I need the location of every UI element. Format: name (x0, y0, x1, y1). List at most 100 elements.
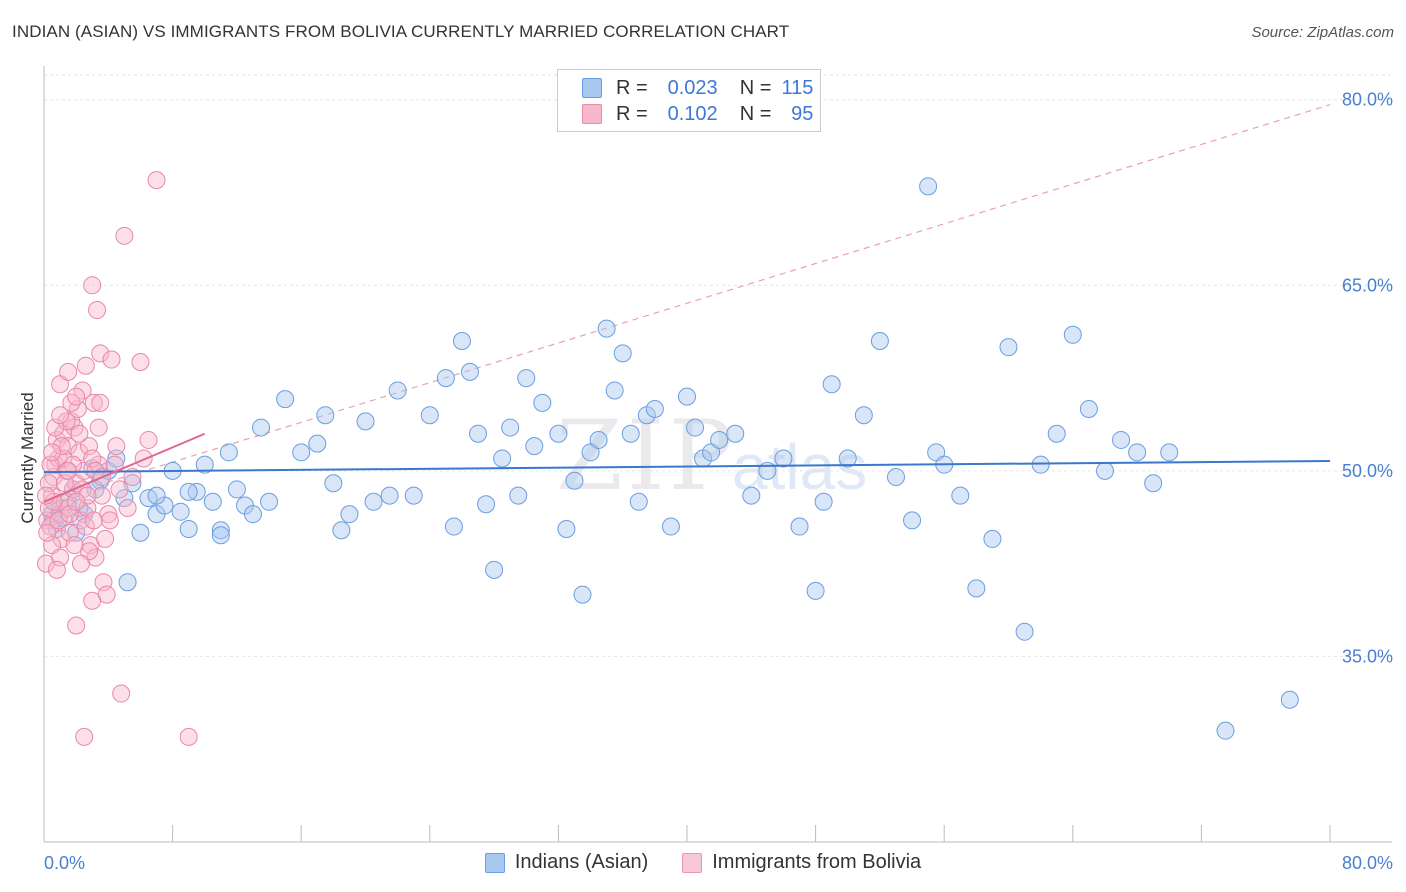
point-indians (509, 486, 528, 505)
point-bolivia (134, 449, 153, 468)
y-axis-label: Currently Married (18, 392, 37, 523)
point-indians (517, 369, 536, 388)
point-bolivia (65, 536, 84, 555)
point-indians (203, 492, 222, 511)
point-indians (227, 480, 246, 499)
point-bolivia (123, 468, 142, 487)
point-bolivia (83, 276, 102, 295)
point-indians (525, 437, 544, 456)
point-indians (999, 338, 1018, 357)
point-indians (460, 362, 479, 381)
point-indians (404, 486, 423, 505)
point-indians (814, 492, 833, 511)
point-indians (838, 449, 857, 468)
point-indians (260, 492, 279, 511)
point-indians (211, 521, 230, 540)
legend-n-label: N = (739, 76, 772, 99)
point-bolivia (43, 443, 62, 462)
trend-line-bolivia (43, 432, 206, 503)
point-indians (870, 331, 889, 350)
point-indians (613, 344, 632, 363)
series-swatch-indians (484, 852, 505, 873)
point-bolivia (84, 393, 103, 412)
point-indians (903, 511, 922, 530)
point-indians (356, 412, 375, 431)
point-indians (1144, 474, 1163, 493)
point-bolivia (38, 523, 57, 542)
legend-swatch-indians (582, 78, 602, 98)
point-indians (774, 449, 793, 468)
point-bolivia (76, 356, 95, 375)
series-label-indians: Indians (Asian) (514, 851, 649, 873)
point-indians (118, 573, 137, 592)
point-bolivia (83, 591, 102, 610)
point-bolivia (131, 353, 150, 372)
legend-row-indians: R = 0.023 N = 115 (582, 75, 813, 101)
point-bolivia (100, 511, 119, 530)
point-bolivia (52, 437, 71, 456)
point-indians (629, 492, 648, 511)
point-bolivia (102, 350, 121, 369)
point-indians (726, 424, 745, 443)
point-indians (147, 486, 166, 505)
point-indians (420, 406, 439, 425)
legend-r-label: R = (616, 102, 648, 125)
legend-r-value: 0.023 (667, 76, 718, 99)
point-bolivia (107, 437, 126, 456)
point-bolivia (67, 387, 86, 406)
point-bolivia (139, 430, 158, 449)
series-swatch-bolivia (682, 852, 703, 873)
point-indians (493, 449, 512, 468)
point-indians (436, 369, 455, 388)
point-indians (742, 486, 761, 505)
point-indians (589, 430, 608, 449)
trend-line-indians (43, 459, 1331, 474)
stats-legend: R = 0.023 N = 115 R = 0.102 N = 95 (557, 69, 821, 132)
point-indians (131, 523, 150, 542)
series-label-bolivia: Immigrants from Bolivia (712, 851, 922, 873)
point-indians (710, 430, 729, 449)
point-indians (1047, 424, 1066, 443)
point-bolivia (91, 344, 110, 363)
point-bolivia (147, 171, 166, 190)
point-indians (967, 579, 986, 598)
point-indians (621, 424, 640, 443)
point-indians (211, 526, 230, 545)
point-bolivia (92, 486, 111, 505)
point-bolivia (91, 393, 110, 412)
series-legend-indians[interactable]: Indians (Asian) (484, 851, 649, 874)
point-indians (1160, 443, 1179, 462)
legend-r-label: R = (616, 76, 648, 99)
point-indians (388, 381, 407, 400)
point-bolivia (75, 727, 94, 746)
trend-line-bolivia-extended (43, 104, 1331, 503)
point-indians (477, 495, 496, 514)
point-indians (822, 375, 841, 394)
point-bolivia (67, 616, 86, 635)
point-indians (533, 393, 552, 412)
legend-n-value: 95 (791, 102, 814, 125)
point-indians (1079, 400, 1098, 419)
point-bolivia (51, 406, 70, 425)
point-bolivia (105, 455, 124, 474)
point-indians (1095, 461, 1114, 480)
point-indians (605, 381, 624, 400)
point-indians (340, 505, 359, 524)
y-tick-label: 80.0% (1342, 90, 1393, 110)
point-indians (115, 489, 134, 508)
series-legend: Indians (Asian) Immigrants from Bolivia (0, 851, 1406, 874)
point-indians (252, 418, 271, 437)
point-indians (469, 424, 488, 443)
point-indians (179, 482, 198, 501)
point-indians (806, 581, 825, 600)
point-bolivia (89, 418, 108, 437)
point-indians (1128, 443, 1147, 462)
point-bolivia (71, 554, 90, 573)
point-indians (645, 400, 664, 419)
point-indians (364, 492, 383, 511)
point-bolivia (62, 393, 81, 412)
point-indians (886, 468, 905, 487)
series-legend-bolivia[interactable]: Immigrants from Bolivia (682, 851, 921, 874)
watermark-atlas: atlas (732, 431, 868, 503)
point-bolivia (112, 684, 131, 703)
